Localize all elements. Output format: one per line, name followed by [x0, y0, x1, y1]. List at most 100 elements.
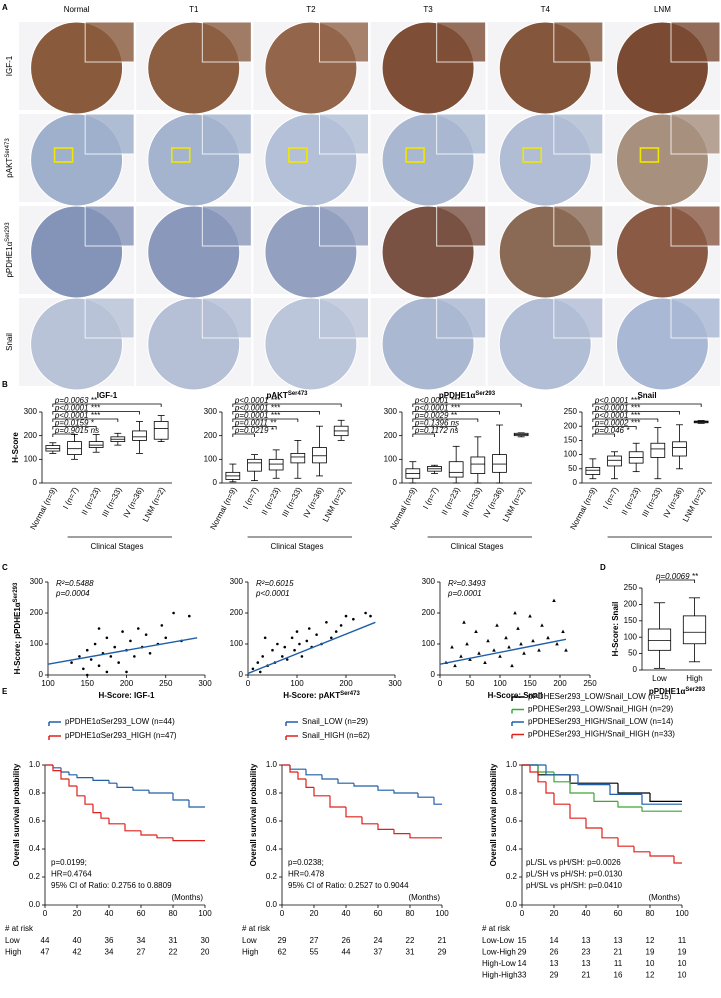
annotation: p=0.0004 [55, 589, 90, 598]
point [105, 636, 109, 640]
survival-step [188, 800, 205, 808]
category-label: LNM (n=2) [501, 485, 527, 523]
survival-step [569, 781, 594, 794]
chart-title: IGF-1 [97, 391, 118, 400]
point [465, 642, 469, 646]
at-risk-count: 29 [438, 948, 447, 957]
point [188, 614, 191, 618]
x-tick-label: 40 [582, 909, 591, 918]
survival-step [673, 856, 682, 864]
x-tick-label: 100 [493, 679, 507, 688]
point [561, 629, 565, 633]
x-tick-label: 20 [310, 909, 319, 918]
significance-label: p=0.0011 ** [234, 419, 277, 428]
column-label: T3 [423, 5, 433, 14]
at-risk-label: # at risk [482, 924, 511, 933]
point [70, 661, 73, 664]
annotation: pL/SL vs pH/SH: p=0.0026 [526, 858, 621, 867]
significance-label: p=0.0029 ** [414, 411, 458, 420]
survival-step [52, 765, 61, 769]
significance-label: p=0.1172 ns [414, 426, 459, 435]
point [144, 633, 148, 636]
significance-bracket [52, 433, 75, 437]
zoom-inset [553, 297, 604, 339]
at-risk-count: 11 [614, 959, 623, 968]
fit-line [47, 637, 198, 665]
box [650, 442, 666, 458]
at-risk-row-name: High [242, 948, 258, 957]
point [117, 661, 120, 664]
zoom-inset [201, 21, 252, 63]
survival-step [649, 851, 674, 857]
zoom-inset [84, 113, 135, 155]
y-tick-label: 300 [230, 577, 244, 586]
point [305, 639, 309, 643]
chart-title-sup: Ser473 [288, 391, 308, 397]
significance-label: p=0.0069 ** [655, 572, 699, 581]
point [82, 667, 85, 671]
survival-step [76, 786, 85, 797]
significance-bracket [232, 426, 277, 430]
x-tick-label: 20 [73, 909, 82, 918]
at-risk-count: 26 [342, 936, 351, 945]
significance-bracket [52, 403, 162, 407]
y-tick-label: 0.6 [506, 816, 518, 825]
annotation: p<0.0001 [255, 589, 290, 598]
survival-step [617, 783, 650, 794]
at-risk-row-name: Low-High [482, 948, 516, 957]
x-tick-label: 300 [198, 679, 212, 688]
significance-label: p<0.0001 *** [54, 411, 101, 420]
annotation: 95% CI of Ratio: 0.2756 to 0.8809 [51, 881, 172, 890]
significance-bracket [592, 403, 702, 407]
survival-step [76, 774, 93, 779]
x-tick-label: 100 [675, 909, 689, 918]
y-tick-label: 200 [624, 600, 638, 609]
x-tick-label: 200 [120, 679, 134, 688]
category-label: Normal (n=9) [208, 485, 238, 531]
point [330, 636, 333, 640]
survival-step [649, 793, 682, 802]
survival-step [593, 793, 618, 802]
survival-step [172, 793, 189, 801]
significance-bracket [592, 426, 637, 430]
category-label: III (n=33) [100, 485, 123, 518]
significance-label: p<0.0001 *** [54, 404, 101, 413]
y-tick-label: 100 [564, 450, 578, 459]
point [531, 638, 535, 643]
y-tick-label: 0.2 [266, 872, 278, 881]
at-risk-count: 31 [406, 948, 415, 957]
x-axis-label: H-Score: IGF-1 [98, 691, 155, 700]
at-risk-count: 15 [518, 936, 527, 945]
highlight-box [170, 147, 191, 163]
legend-label: pPDHESer293_LOW/Snail_LOW (n=15) [528, 692, 672, 701]
x-axis-label: (Months) [408, 893, 440, 902]
point [516, 626, 520, 630]
survival-step [577, 774, 610, 786]
survival-step [329, 795, 346, 808]
category-label: LNM (n=2) [141, 485, 167, 523]
legend-label: pPDHE1αSer293_HIGH (n=47) [65, 731, 177, 740]
category-label: IV (n=36) [302, 485, 326, 519]
x-tick-label: 80 [646, 909, 655, 918]
box [672, 441, 687, 457]
point [136, 627, 140, 630]
survival-step [609, 784, 642, 795]
survival-step [417, 793, 434, 798]
x-tick-label: 80 [406, 909, 415, 918]
at-risk-count: 27 [310, 936, 319, 945]
annotation: R²=0.6015 [256, 579, 294, 588]
legend-label: pPDHE1αSer293_LOW (n=44) [65, 717, 175, 726]
y-tick-label: 200 [384, 431, 398, 440]
y-tick-label: 0 [239, 670, 244, 679]
at-risk-count: 22 [406, 936, 415, 945]
point [510, 663, 514, 668]
y-tick-label: 0 [393, 478, 398, 487]
y-tick-label: 0.0 [266, 900, 278, 909]
zoom-inset [201, 113, 252, 155]
box [312, 447, 327, 464]
box [647, 628, 672, 651]
chart-title-sup: Ser293 [475, 391, 495, 397]
zoom-inset [319, 113, 369, 155]
column-label: Normal [64, 5, 90, 14]
